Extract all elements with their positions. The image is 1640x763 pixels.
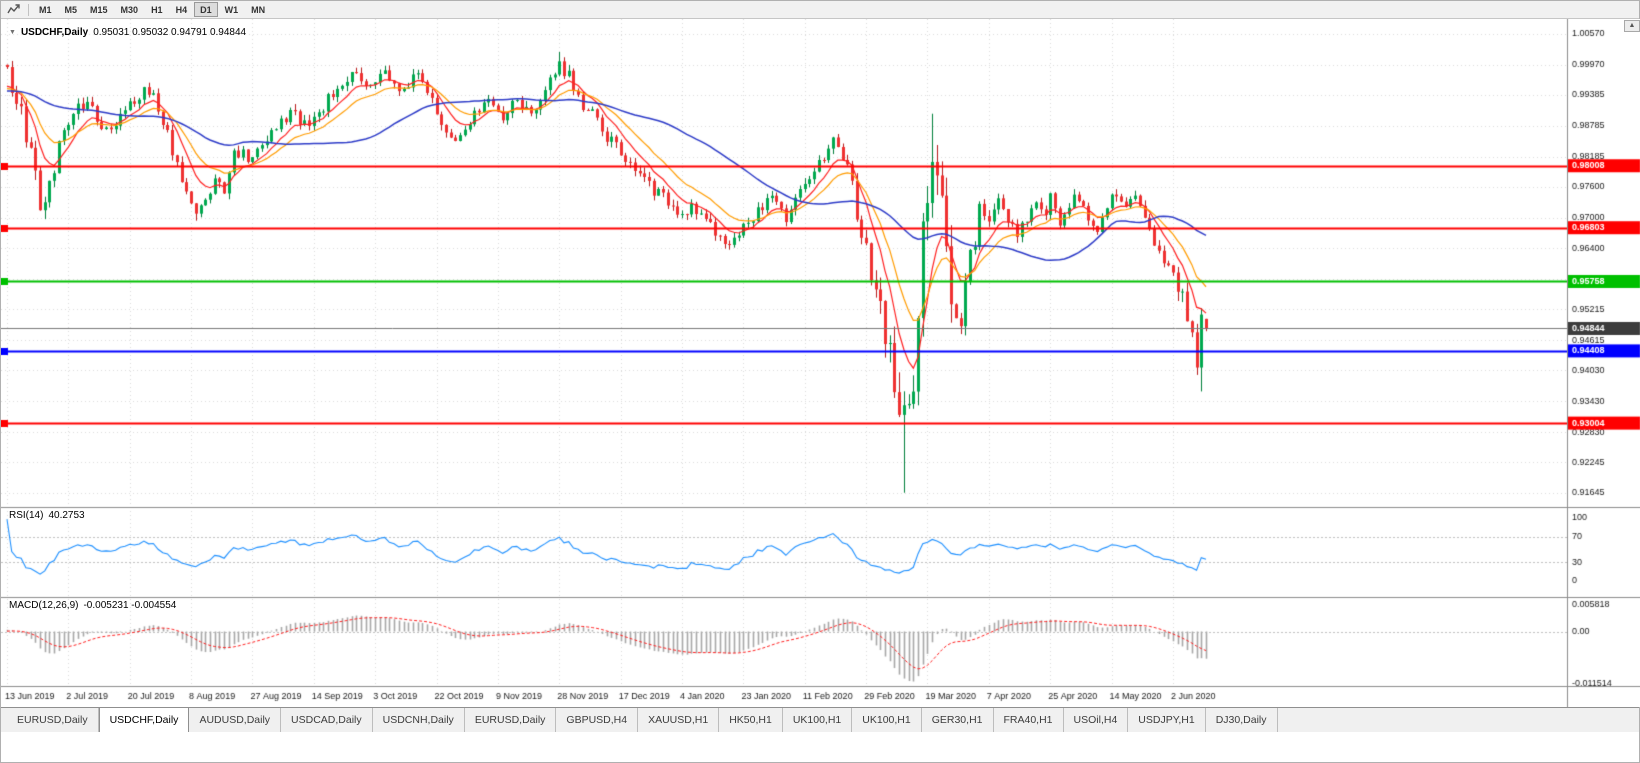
timeframe-buttons: M1 M5 M15 M30 H1 H4 D1 W1 MN [33, 2, 271, 17]
dropdown-arrow-icon[interactable]: ▼ [9, 29, 16, 36]
chart-tab-hk50-h1[interactable]: HK50,H1 [719, 708, 783, 732]
chart-tab-usdjpy-h1[interactable]: USDJPY,H1 [1128, 708, 1206, 732]
timeframe-button-w1[interactable]: W1 [219, 2, 245, 17]
status-bar-area [1, 732, 1639, 762]
chart-tab-usdcad-daily[interactable]: USDCAD,Daily [281, 708, 373, 732]
toolbar-separator [28, 3, 29, 16]
chart-tab-usoil-h4[interactable]: USOil,H4 [1063, 708, 1129, 732]
chart-tab-uk100-h1[interactable]: UK100,H1 [782, 708, 853, 732]
price-chart-canvas[interactable] [1, 19, 1640, 707]
timeframe-button-m5[interactable]: M5 [59, 2, 84, 17]
chart-tab-dj30-daily[interactable]: DJ30,Daily [1205, 708, 1278, 732]
chart-tab-ger30-h1[interactable]: GER30,H1 [921, 708, 994, 732]
chart-tab-usdcnh-daily[interactable]: USDCNH,Daily [372, 708, 465, 732]
chart-tab-usdchf-daily[interactable]: USDCHF,Daily [98, 708, 190, 732]
chart-tab-fra40-h1[interactable]: FRA40,H1 [993, 708, 1064, 732]
chart-tab-gbpusd-h4[interactable]: GBPUSD,H4 [556, 708, 639, 732]
line-studies-icon[interactable] [4, 2, 24, 17]
chart-tab-eurusd-daily[interactable]: EURUSD,Daily [7, 708, 99, 732]
scroll-up-button[interactable]: ▲ [1624, 20, 1640, 32]
timeframe-button-m1[interactable]: M1 [33, 2, 58, 17]
timeframe-button-mn[interactable]: MN [245, 2, 271, 17]
timeframe-button-d1[interactable]: D1 [194, 2, 218, 17]
chart-tab-xauusd-h1[interactable]: XAUUSD,H1 [638, 708, 720, 732]
chart-tab-audusd-daily[interactable]: AUDUSD,Daily [189, 708, 282, 732]
timeframe-button-m15[interactable]: M15 [84, 2, 114, 17]
timeframe-button-h1[interactable]: H1 [145, 2, 169, 17]
chart-tab-uk100-h1[interactable]: UK100,H1 [852, 708, 922, 732]
chart-tab-bar: EURUSD,Daily USDCHF,Daily AUDUSD,Daily USDC… [1, 707, 1639, 732]
chart-tab-eurusd-daily[interactable]: EURUSD,Daily [464, 708, 557, 732]
timeframe-button-m30[interactable]: M30 [115, 2, 145, 17]
timeframe-toolbar: M1 M5 M15 M30 H1 H4 D1 W1 MN [1, 1, 1639, 19]
timeframe-button-h4[interactable]: H4 [170, 2, 194, 17]
chart-window: ▼ USDCHF,Daily 0.95031 0.95032 0.94791 0… [1, 19, 1640, 707]
